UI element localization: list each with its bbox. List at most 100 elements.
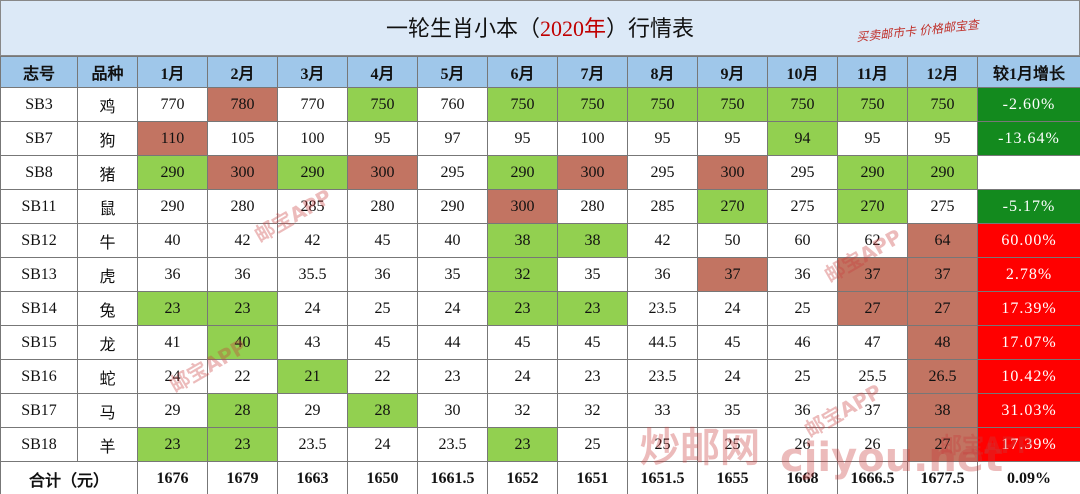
value-cell: 62	[837, 223, 908, 258]
value-cell: 290	[137, 189, 208, 224]
value-cell: 22	[347, 359, 418, 394]
header-cell: 志号	[0, 56, 78, 88]
value-cell: 45	[347, 223, 418, 258]
id-cell: SB11	[0, 189, 78, 224]
value-cell: 105	[207, 121, 278, 156]
value-cell: 23	[417, 359, 488, 394]
total-label: 合计（元）	[0, 461, 138, 494]
value-cell: 750	[557, 87, 628, 122]
value-cell: 36	[767, 393, 838, 428]
growth-cell	[977, 155, 1080, 190]
value-cell: 35	[417, 257, 488, 292]
value-cell: 295	[417, 155, 488, 190]
value-cell: 23	[487, 291, 558, 326]
growth-cell: -13.64%	[977, 121, 1080, 156]
header-cell: 2月	[207, 56, 278, 88]
value-cell: 290	[907, 155, 978, 190]
value-cell: 41	[137, 325, 208, 360]
value-cell: 42	[627, 223, 698, 258]
value-cell: 30	[417, 393, 488, 428]
value-cell: 37	[697, 257, 768, 292]
value-cell: 29	[277, 393, 348, 428]
header-cell: 品种	[77, 56, 138, 88]
value-cell: 95	[347, 121, 418, 156]
value-cell: 44.5	[627, 325, 698, 360]
name-cell: 龙	[77, 325, 138, 360]
total-cell: 1666.5	[837, 461, 908, 494]
value-cell: 24	[697, 291, 768, 326]
name-cell: 鼠	[77, 189, 138, 224]
name-cell: 兔	[77, 291, 138, 326]
value-cell: 36	[347, 257, 418, 292]
header-cell: 3月	[277, 56, 348, 88]
value-cell: 36	[207, 257, 278, 292]
id-cell: SB12	[0, 223, 78, 258]
value-cell: 29	[137, 393, 208, 428]
total-cell: 1650	[347, 461, 418, 494]
growth-cell: -2.60%	[977, 87, 1080, 122]
value-cell: 750	[907, 87, 978, 122]
id-cell: SB16	[0, 359, 78, 394]
value-cell: 26	[767, 427, 838, 462]
value-cell: 44	[417, 325, 488, 360]
value-cell: 23	[487, 427, 558, 462]
header-cell: 8月	[627, 56, 698, 88]
header-cell: 9月	[697, 56, 768, 88]
id-cell: SB18	[0, 427, 78, 462]
total-cell: 1652	[487, 461, 558, 494]
value-cell: 36	[627, 257, 698, 292]
value-cell: 25	[697, 427, 768, 462]
name-cell: 羊	[77, 427, 138, 462]
data-row: SB15 龙 41 40 43 45 44 45 45 44.5 45 46 47 48 17.07%	[0, 325, 1080, 360]
value-cell: 38	[557, 223, 628, 258]
header-cell: 12月	[907, 56, 978, 88]
value-cell: 100	[277, 121, 348, 156]
value-cell: 45	[557, 325, 628, 360]
value-cell: 750	[347, 87, 418, 122]
name-cell: 马	[77, 393, 138, 428]
value-cell: 24	[347, 427, 418, 462]
value-cell: 95	[837, 121, 908, 156]
value-cell: 47	[837, 325, 908, 360]
id-cell: SB7	[0, 121, 78, 156]
value-cell: 23	[137, 427, 208, 462]
value-cell: 37	[837, 393, 908, 428]
value-cell: 23	[137, 291, 208, 326]
header-row: 志号 品种 1月 2月 3月 4月 5月 6月 7月 8月 9月 10月 11月 12月 较1月增长	[0, 56, 1080, 88]
value-cell: 22	[207, 359, 278, 394]
value-cell: 290	[487, 155, 558, 190]
value-cell: 95	[907, 121, 978, 156]
value-cell: 36	[137, 257, 208, 292]
value-cell: 750	[627, 87, 698, 122]
value-cell: 33	[627, 393, 698, 428]
value-cell: 300	[347, 155, 418, 190]
value-cell: 40	[207, 325, 278, 360]
value-cell: 25	[767, 291, 838, 326]
header-cell: 5月	[417, 56, 488, 88]
value-cell: 25.5	[837, 359, 908, 394]
value-cell: 32	[487, 257, 558, 292]
total-cell: 1663	[277, 461, 348, 494]
total-cell: 1677.5	[907, 461, 978, 494]
value-cell: 40	[417, 223, 488, 258]
value-cell: 28	[347, 393, 418, 428]
value-cell: 25	[767, 359, 838, 394]
name-cell: 鸡	[77, 87, 138, 122]
value-cell: 770	[277, 87, 348, 122]
value-cell: 24	[697, 359, 768, 394]
value-cell: 300	[207, 155, 278, 190]
value-cell: 64	[907, 223, 978, 258]
value-cell: 28	[207, 393, 278, 428]
value-cell: 45	[347, 325, 418, 360]
value-cell: 40	[137, 223, 208, 258]
id-cell: SB15	[0, 325, 78, 360]
value-cell: 760	[417, 87, 488, 122]
name-cell: 牛	[77, 223, 138, 258]
value-cell: 46	[767, 325, 838, 360]
value-cell: 780	[207, 87, 278, 122]
total-cell: 1679	[207, 461, 278, 494]
value-cell: 24	[487, 359, 558, 394]
title-text: 一轮生肖小本（	[385, 16, 540, 41]
value-cell: 42	[277, 223, 348, 258]
value-cell: 26	[837, 427, 908, 462]
